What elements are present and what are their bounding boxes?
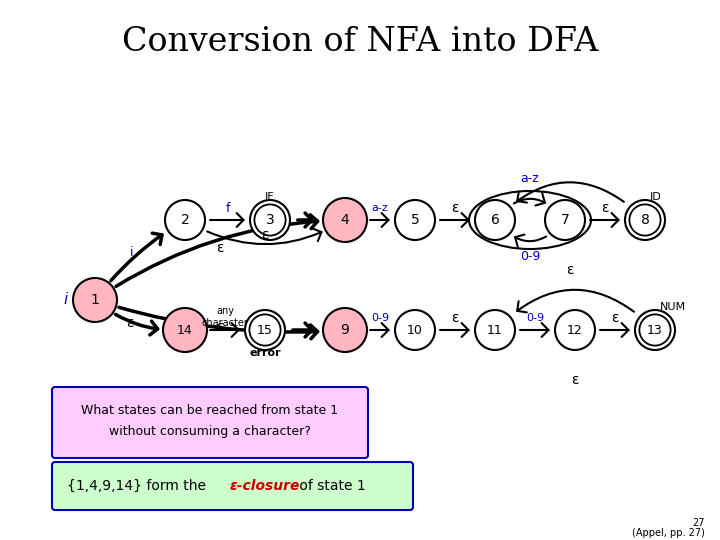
Text: any
character: any character [202,306,248,328]
Circle shape [165,200,205,240]
Text: 12: 12 [567,323,583,336]
Circle shape [250,200,290,240]
FancyArrowPatch shape [517,290,634,312]
Text: 0-9: 0-9 [526,313,544,323]
Text: 11: 11 [487,323,503,336]
Text: of state 1: of state 1 [295,479,366,493]
FancyArrowPatch shape [440,323,469,337]
Text: ε: ε [216,241,224,255]
Text: 6: 6 [490,213,500,227]
Text: ε: ε [216,320,224,334]
Circle shape [555,310,595,350]
Circle shape [323,198,367,242]
Text: without consuming a character?: without consuming a character? [109,426,311,438]
Text: {1,4,9,14} form the: {1,4,9,14} form the [67,479,210,493]
Text: ε: ε [126,316,134,330]
FancyArrowPatch shape [517,183,624,202]
Text: What states can be reached from state 1: What states can be reached from state 1 [81,403,338,416]
Text: ε: ε [451,311,459,325]
FancyArrowPatch shape [210,213,243,227]
Circle shape [395,200,435,240]
Text: ID: ID [650,192,662,202]
Text: Conversion of NFA into DFA: Conversion of NFA into DFA [122,26,598,58]
Circle shape [475,200,515,240]
Text: a-z: a-z [372,203,388,213]
Circle shape [163,308,207,352]
FancyArrowPatch shape [440,213,469,227]
Text: NUM: NUM [660,302,686,312]
Text: 8: 8 [641,213,649,227]
FancyArrowPatch shape [293,323,312,337]
Text: 7: 7 [561,213,570,227]
FancyArrowPatch shape [207,228,321,244]
FancyArrowPatch shape [590,213,618,227]
Circle shape [323,308,367,352]
Text: error: error [249,348,281,358]
Text: 13: 13 [647,323,663,336]
FancyArrowPatch shape [600,323,629,337]
Text: (Appel, pp. 27): (Appel, pp. 27) [632,528,705,538]
Text: 0-9: 0-9 [371,313,389,323]
Text: ε: ε [611,311,618,325]
Text: ε: ε [566,263,574,277]
Text: ε: ε [451,201,459,215]
Text: 9: 9 [341,323,349,337]
Text: ε: ε [261,228,269,242]
FancyArrowPatch shape [119,307,318,339]
FancyArrowPatch shape [370,323,389,337]
Text: a-z: a-z [521,172,539,186]
Text: 1: 1 [91,293,99,307]
Circle shape [625,200,665,240]
Text: 15: 15 [257,323,273,336]
Text: 5: 5 [410,213,419,227]
Text: 4: 4 [341,213,349,227]
FancyBboxPatch shape [52,387,368,458]
Text: ε: ε [601,201,608,215]
Text: IF: IF [265,192,275,202]
Text: f: f [225,201,230,214]
FancyBboxPatch shape [52,462,413,510]
FancyArrowPatch shape [514,193,545,206]
FancyArrowPatch shape [515,234,546,247]
FancyArrowPatch shape [116,215,318,286]
Circle shape [395,310,435,350]
Circle shape [245,310,285,350]
FancyArrowPatch shape [520,323,549,337]
Text: 3: 3 [266,213,274,227]
FancyArrowPatch shape [370,213,389,227]
Text: i: i [64,293,68,307]
FancyArrowPatch shape [298,213,312,227]
Text: ε: ε [571,373,579,387]
Circle shape [635,310,675,350]
Text: 2: 2 [181,213,189,227]
Text: 14: 14 [177,323,193,336]
Text: i: i [130,246,134,259]
Circle shape [545,200,585,240]
FancyArrowPatch shape [210,323,238,337]
FancyArrowPatch shape [111,233,162,281]
Text: ε-closure: ε-closure [230,479,300,493]
Circle shape [475,310,515,350]
FancyArrowPatch shape [115,314,158,335]
Text: 10: 10 [407,323,423,336]
Circle shape [73,278,117,322]
Text: 0-9: 0-9 [520,251,540,264]
Text: 27: 27 [693,518,705,528]
